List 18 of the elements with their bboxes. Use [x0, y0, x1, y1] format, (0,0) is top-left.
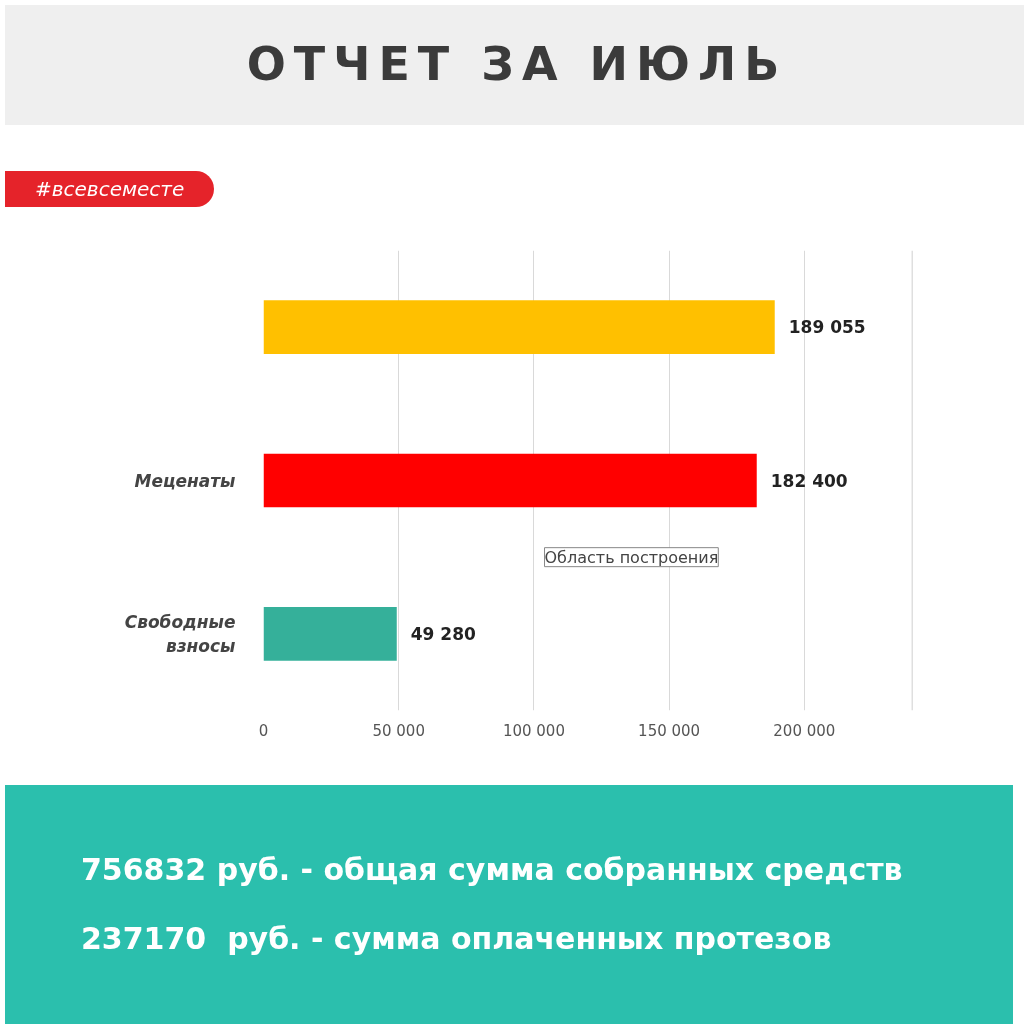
x-tick-label: 50 000 — [372, 721, 425, 740]
x-tick-label: 200 000 — [773, 721, 836, 740]
x-tick-label: 0 — [258, 721, 269, 740]
x-tick-label: 150 000 — [638, 721, 701, 740]
data-label: 182 400 — [770, 470, 848, 491]
chart-title: ОТЧЕТ ЗА ИЮЛЬ — [246, 36, 788, 94]
bar — [263, 453, 757, 508]
bar — [263, 607, 397, 661]
text: 756832 руб. - общая сумма собранных средств — [81, 851, 903, 889]
data-label: 49 280 — [410, 623, 476, 644]
y-tick-label: Меценаты — [134, 470, 236, 491]
x-tick-label: 100 000 — [502, 721, 565, 740]
annotation: Область построения — [544, 547, 719, 567]
y-tick-label: Свободные взносы — [124, 611, 236, 656]
text: #всевсеместе — [5, 171, 215, 207]
text: 237170 руб. - сумма оплаченных протезов — [81, 919, 833, 958]
bar — [263, 300, 775, 354]
data-label: 189 055 — [788, 317, 866, 338]
